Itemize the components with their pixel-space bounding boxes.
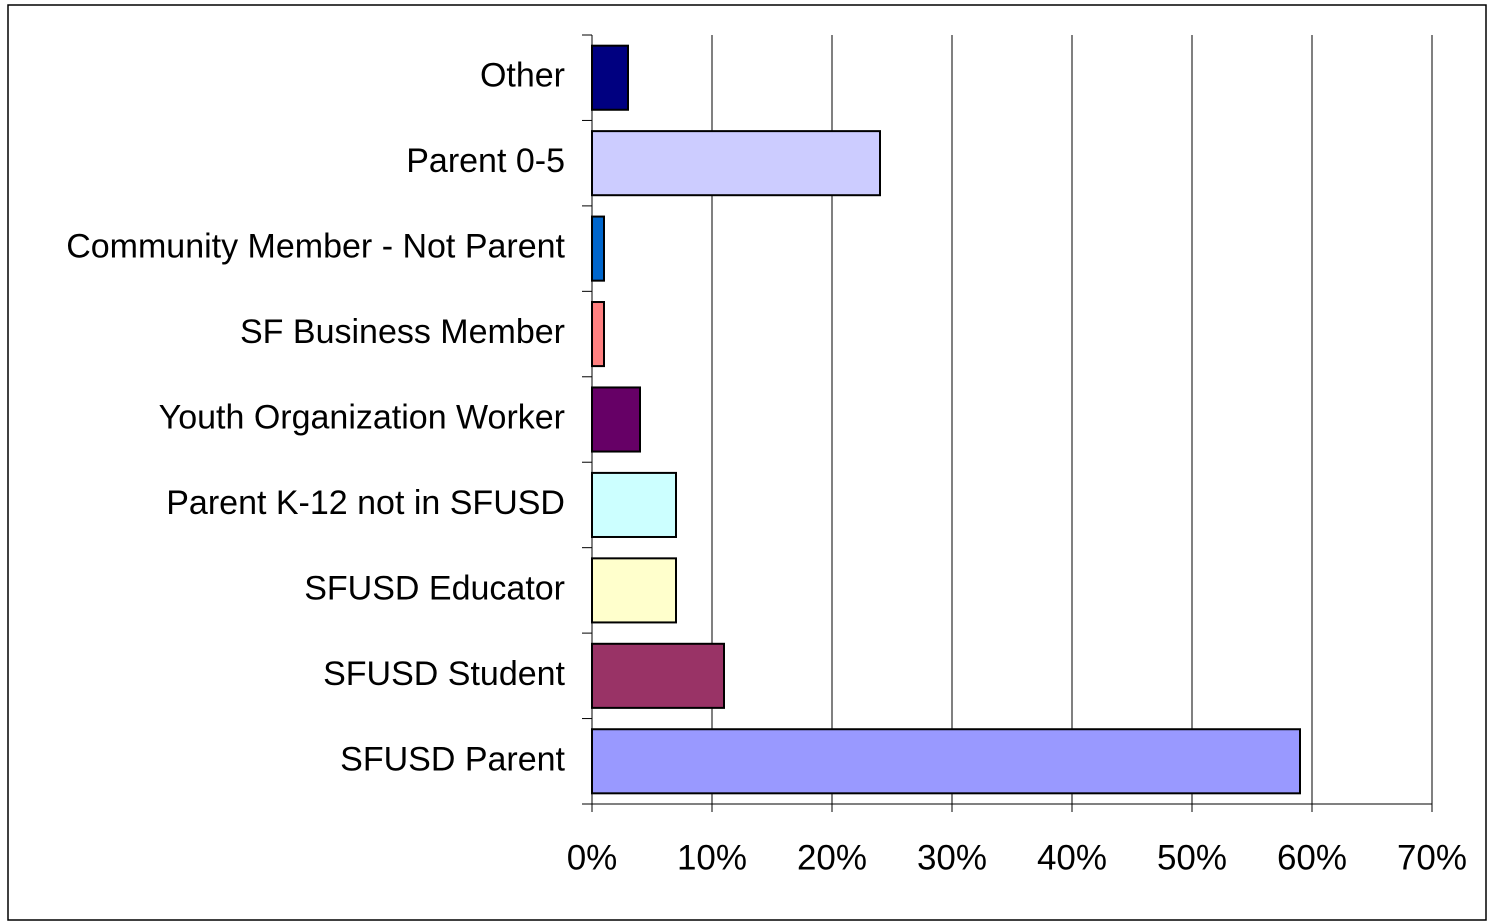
x-tick-label: 50%: [1157, 838, 1227, 877]
y-tick-label: SFUSD Student: [323, 655, 565, 693]
bar: [591, 642, 725, 709]
x-tick-label: 30%: [917, 838, 987, 877]
y-tick-label: Other: [480, 57, 565, 95]
y-tick-label: SFUSD Parent: [340, 740, 565, 778]
bar: [591, 44, 629, 111]
x-tick-label: 70%: [1397, 838, 1467, 877]
y-tick-label: Parent K-12 not in SFUSD: [166, 484, 565, 522]
bar: [591, 215, 605, 282]
x-tick-label: 0%: [567, 838, 618, 877]
y-tick-label: Community Member - Not Parent: [66, 228, 565, 266]
x-tick-label: 60%: [1277, 838, 1347, 877]
y-tick-label: SF Business Member: [240, 313, 565, 351]
x-tick-label: 20%: [797, 838, 867, 877]
y-tick-label: SFUSD Educator: [304, 569, 565, 607]
bar: [591, 728, 1301, 795]
bar: [591, 301, 605, 368]
x-tick-label: 10%: [677, 838, 747, 877]
bar: [591, 471, 677, 538]
x-tick-label: 40%: [1037, 838, 1107, 877]
bar: [591, 557, 677, 624]
bar: [591, 130, 881, 197]
bar: [591, 386, 641, 453]
y-tick-label: Parent 0-5: [406, 142, 565, 180]
y-tick-label: Youth Organization Worker: [159, 398, 565, 436]
